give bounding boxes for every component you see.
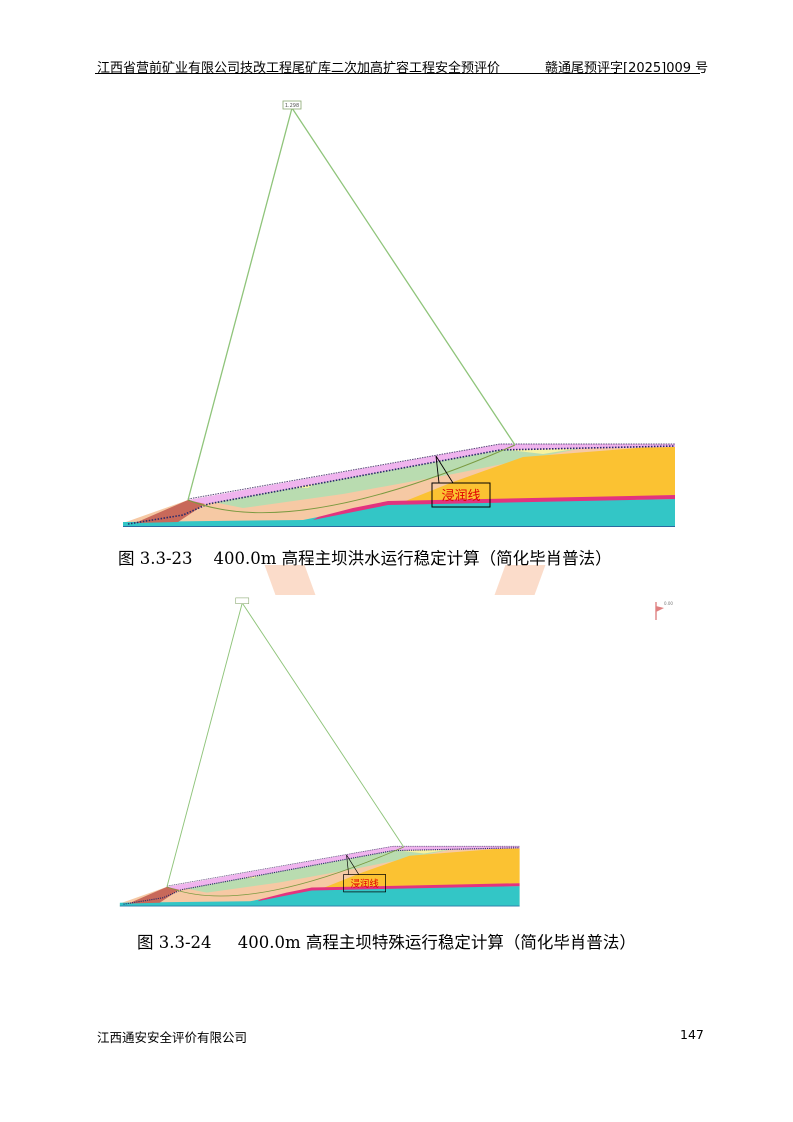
bedrock-layer	[123, 499, 675, 527]
watermark	[494, 565, 546, 595]
surface-layer	[188, 444, 675, 506]
ground-surface-line	[187, 443, 675, 500]
bedrock-layer	[119, 886, 520, 907]
figure-caption-2: 图 3.3-24 400.0m 高程主坝特殊运行稳定计算（简化毕肖普法）	[137, 933, 636, 952]
footer-company: 江西通安安全评价有限公司	[97, 1030, 248, 1045]
label-pointer	[435, 455, 454, 484]
magenta-layer	[313, 495, 675, 520]
figure-caption-1: 图 3.3-23 400.0m 高程主坝洪水运行稳定计算（简化毕肖普法）	[118, 549, 612, 568]
radius-line-right	[291, 107, 516, 446]
svg-text:0.00: 0.00	[664, 601, 673, 606]
magenta-layer	[257, 883, 520, 902]
header-report-number: 赣通尾预评字[2025]009 号	[545, 61, 709, 76]
green-layer	[203, 446, 593, 508]
surface-layer	[166, 846, 520, 892]
slip-surface	[166, 846, 404, 897]
phreatic-line	[123, 847, 520, 905]
starter-dam	[135, 500, 205, 523]
tailings-gold-layer	[322, 847, 520, 890]
base-line	[119, 905, 520, 907]
header-title: 江西省营前矿业有限公司技改工程尾矿库二次加高扩容工程安全预评价	[97, 61, 501, 76]
page-number: 147	[680, 1027, 704, 1042]
green-layer	[177, 847, 461, 893]
phreatic-label: 浸润线	[441, 489, 480, 504]
phreatic-label-box	[431, 482, 491, 508]
starter-dam	[128, 886, 180, 904]
watermark	[264, 565, 316, 595]
tailings-gold-layer	[403, 445, 675, 504]
safety-factor-box	[235, 597, 250, 604]
stability-diagram-2: 浸润线	[119, 597, 520, 907]
radius-line-right	[241, 602, 405, 848]
radius-line-left	[187, 107, 293, 501]
header-divider	[95, 73, 700, 74]
safety-factor-box	[282, 100, 302, 110]
base-line	[123, 526, 675, 527]
legend-mark: 0.00	[655, 601, 673, 620]
stability-diagram-1: 1.298 浸润线	[123, 100, 676, 527]
radius-line-left	[166, 602, 243, 887]
slip-surface	[187, 444, 516, 514]
label-pointer	[346, 854, 360, 875]
phreatic-line	[127, 445, 676, 525]
phreatic-label: 浸润线	[351, 878, 380, 890]
phreatic-label-box	[343, 874, 386, 893]
ground-surface-line	[166, 845, 520, 887]
safety-factor-value: 1.298	[285, 103, 299, 109]
